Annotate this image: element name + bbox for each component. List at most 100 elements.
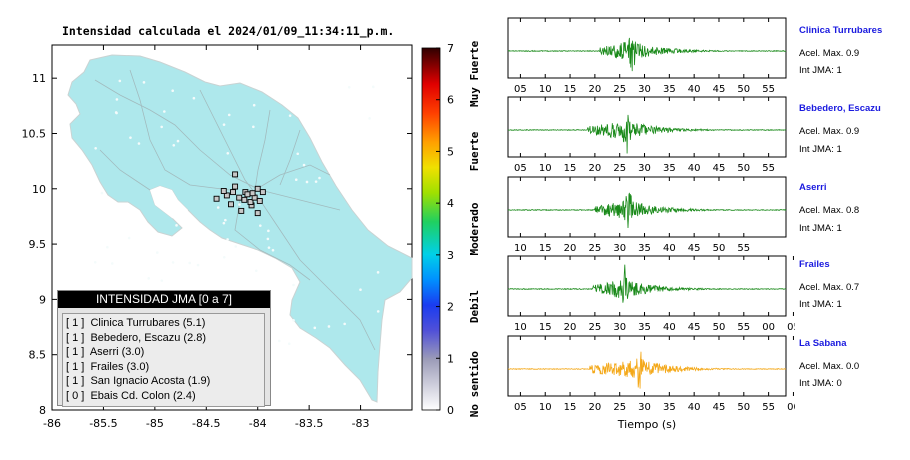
station-name: Frailes: [799, 259, 830, 270]
town-dot: [110, 262, 114, 265]
waveform-tick-label: 05: [514, 402, 527, 413]
town-dot: [288, 114, 292, 117]
station-marker: [244, 191, 251, 198]
town-dot: [267, 246, 271, 249]
station-marker: [254, 185, 261, 192]
station-name: Bebedero, Escazu: [799, 103, 881, 114]
waveform-panel: 10 15 20 25 30 35 40 45 50 55: [507, 176, 787, 254]
station-marker: [213, 195, 220, 202]
station-marker: [220, 188, 227, 194]
town-dot: [192, 96, 196, 100]
waveform-tick-label: 40: [688, 84, 701, 95]
map-y-tick-label: 9: [39, 293, 46, 306]
town-dot: [160, 125, 163, 129]
town-dot: [292, 319, 295, 322]
waveform-tick-label: 10: [539, 84, 552, 95]
town-dot: [216, 206, 220, 209]
colorbar-category-label: Moderado: [468, 202, 481, 255]
town-dot: [226, 151, 230, 155]
station-acel: Acel. Max. 0.0: [799, 361, 860, 372]
town-dot: [313, 326, 317, 330]
town-dot: [305, 180, 309, 184]
town-dot: [147, 277, 151, 280]
waveform-tick-label: 50: [737, 402, 750, 413]
town-dot: [234, 245, 238, 248]
town-dot: [327, 325, 331, 328]
waveform-tick-label: 35: [638, 322, 651, 333]
waveform-tick-label: 50: [713, 322, 726, 333]
legend-item: [ 0 ] Ebais Cd. Colon (2.4): [66, 389, 196, 402]
waveform-tick-label: 35: [663, 163, 676, 174]
waveform-tick-label: 10: [539, 402, 552, 413]
waveform-tick-label: 10: [514, 243, 527, 254]
town-dot: [376, 310, 380, 313]
waveform-tick-label: 25: [613, 84, 626, 95]
map-x-tick-label: -84: [249, 417, 267, 430]
waveform-tick-label: 45: [713, 84, 726, 95]
map-x-tick-label: -86: [43, 417, 61, 430]
waveform-tick-label: 20: [589, 84, 602, 95]
waveform-tick-label: 30: [638, 163, 651, 174]
colorbar-labels: No sentido Debil Moderado Fuerte Muy Fuerte: [468, 40, 481, 417]
station-name: Aserri: [799, 182, 827, 193]
station-acel: Acel. Max. 0.9: [799, 126, 860, 137]
station-marker: [256, 198, 263, 204]
colorbar-tick-label: 0: [447, 404, 454, 417]
town-dot: [93, 260, 97, 264]
colorbar-category-label: Debil: [468, 290, 481, 323]
town-dot: [294, 178, 298, 182]
station-marker: [223, 192, 230, 199]
map-title: Intensidad calculada el 2024/01/09_11:34…: [62, 24, 395, 38]
town-dot: [100, 191, 104, 195]
waveform-trace: [507, 37, 787, 72]
colorbar-tick-label: 6: [447, 94, 454, 107]
town-dot: [255, 269, 258, 273]
map-y-tick-label: 10.5: [22, 127, 47, 140]
town-dot: [176, 139, 180, 143]
town-dot: [118, 79, 122, 83]
waveform-tick-label: 20: [589, 163, 602, 174]
town-dot: [287, 342, 291, 346]
legend-item: [ 1 ] San Ignacio Acosta (1.9): [66, 375, 211, 388]
town-dot: [227, 113, 231, 117]
waveform-panels: 05 10 15 20 25 30 35 40 45 50 55 05 10 15 20 25 30 35 40 45…: [507, 17, 795, 431]
waveform-tick-label: 45: [713, 163, 726, 174]
waveform-tick-label: 20: [564, 243, 577, 254]
map-y-tick-label: 11: [32, 72, 46, 85]
town-dot: [271, 248, 275, 252]
town-dot: [238, 203, 241, 206]
waveform-tick-label: 50: [713, 243, 726, 254]
waveform-tick-label: 30: [638, 84, 651, 95]
waveform-tick-label: 15: [564, 163, 577, 174]
town-dot: [252, 103, 256, 107]
station-marker: [254, 210, 261, 217]
colorbar-ticks: 0 1 2 3 4 5 6 7: [436, 42, 454, 417]
station-marker: [232, 183, 239, 190]
colorbar-tick-label: 2: [447, 301, 454, 314]
waveform-tick-label: 35: [663, 84, 676, 95]
waveform-panel: 10 15 20 25 30 35 40 45 50 55 00 05: [507, 255, 795, 333]
map-x-tick-label: -83: [352, 417, 370, 430]
town-dot: [94, 146, 97, 150]
waveform-tick-label: 15: [564, 402, 577, 413]
map-x-axis: -86 -85.5 -85 -84.5 -84 -83.5 -83: [43, 45, 370, 430]
colorbar-gradient: [421, 47, 441, 411]
colorbar-tick-label: 5: [447, 145, 454, 158]
town-dot: [160, 279, 164, 282]
town-dot: [142, 81, 146, 84]
town-dot: [222, 123, 226, 126]
station-marker: [241, 196, 248, 203]
legend-item: [ 1 ] Frailes (3.0): [66, 360, 150, 373]
waveform-tick-label: 15: [539, 322, 552, 333]
map-x-tick-label: -85: [146, 417, 164, 430]
map-x-tick-label: -83.5: [295, 417, 323, 430]
colorbar-tick-label: 7: [447, 42, 454, 55]
town-dot: [292, 283, 295, 287]
town-dot: [296, 152, 300, 156]
waveform-tick-label: 20: [564, 322, 577, 333]
town-dot: [318, 176, 321, 180]
town-dot: [106, 245, 109, 249]
waveform-tick-label: 40: [663, 322, 676, 333]
town-dot: [172, 143, 176, 147]
colorbar-category-label: Fuerte: [468, 131, 481, 171]
